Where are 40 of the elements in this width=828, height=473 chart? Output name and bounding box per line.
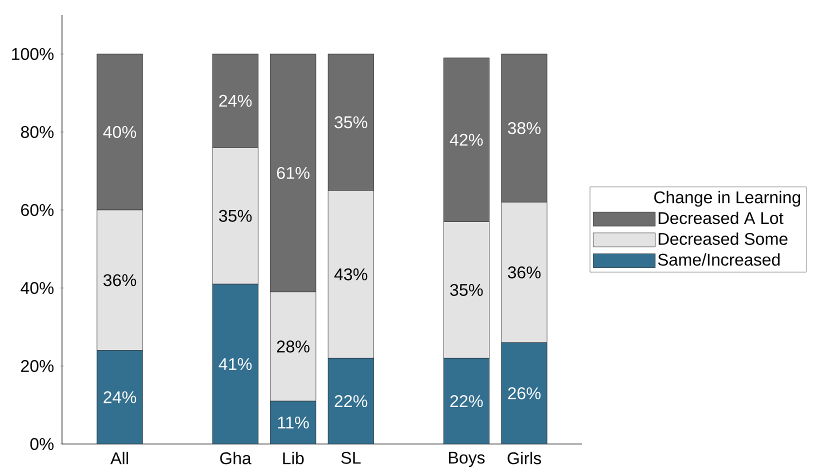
bar [328, 358, 374, 444]
data-label: 24% [104, 391, 136, 404]
x-tick-label: Lib [283, 452, 304, 464]
x-tick-label: All [110, 452, 128, 464]
x-tick-label: Gha [220, 452, 252, 464]
x-tick-label: SL [341, 452, 361, 464]
data-label: 22% [334, 395, 368, 408]
data-label: 40% [103, 126, 136, 138]
data-label: 43% [334, 268, 368, 281]
data-label: 26% [508, 387, 541, 400]
data-label: 35% [450, 284, 483, 296]
data-label: 42% [450, 134, 483, 146]
data-label: 36% [508, 266, 541, 279]
y-tick-label: 40% [20, 282, 54, 294]
legend-label: Same/Increased [658, 253, 780, 266]
data-label: 24% [219, 95, 252, 107]
legend-label: Decreased Some [658, 232, 788, 246]
x-tick-label: Boys [449, 452, 485, 468]
data-label: 61% [277, 167, 310, 180]
y-tick-label: 20% [21, 360, 54, 372]
bar [212, 284, 258, 444]
y-tick-label: 100% [12, 48, 54, 60]
y-tick-label: 60% [21, 204, 54, 216]
legend-title: Change in Learning [654, 191, 800, 207]
data-label: 35% [219, 210, 252, 222]
data-label: 22% [450, 395, 483, 408]
bar [443, 358, 490, 444]
bar [96, 350, 143, 444]
data-label: 41% [218, 358, 252, 370]
data-label: 11% [278, 416, 309, 429]
bar [270, 401, 316, 444]
data-label: 36% [103, 274, 136, 286]
data-label: 28% [277, 340, 310, 353]
x-tick-label: Girls [508, 452, 542, 464]
legend-label: Decreased A Lot [658, 212, 784, 224]
bar [501, 342, 548, 444]
data-label: 35% [334, 116, 368, 128]
data-label: 38% [508, 122, 541, 134]
y-tick-label: 80% [20, 126, 54, 138]
y-tick-label: 0% [30, 438, 54, 450]
